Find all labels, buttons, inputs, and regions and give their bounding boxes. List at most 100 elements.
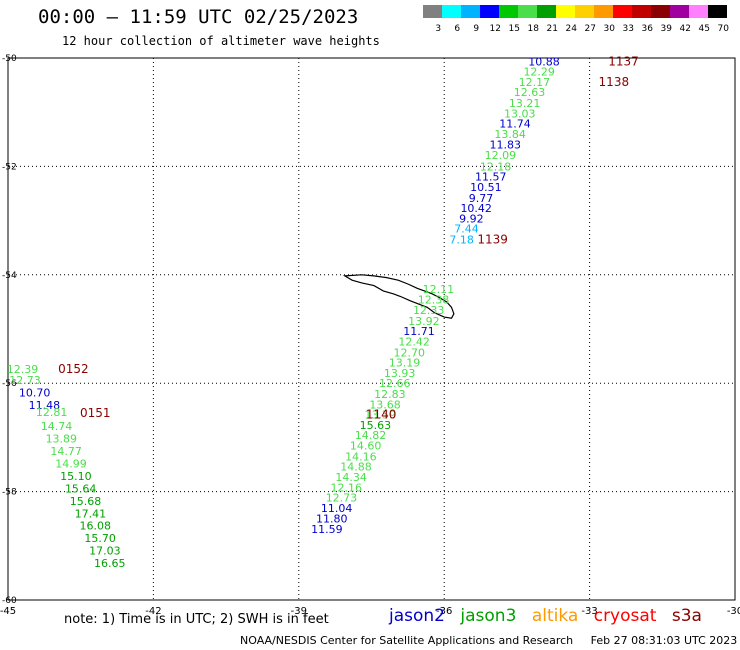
y-tick-label: -50 [2,54,17,64]
colorbar-label: 6 [454,24,460,33]
colorbar-swatch [613,5,632,18]
wave-height-label: 14.77 [50,445,82,458]
colorbar-label: 70 [717,24,729,33]
pass-time-label: 1139 [477,233,508,247]
x-tick-label: -42 [145,606,161,617]
footer-timestamp: Feb 27 08:31:03 UTC 2023 [590,634,738,647]
y-tick-label: -52 [2,162,17,172]
colorbar-label: 21 [546,24,557,33]
colorbar-swatch [575,5,594,18]
wave-height-label: 12.39 [7,363,39,376]
wave-height-label: 15.70 [84,532,116,545]
wave-height-label: 13.03 [504,107,536,120]
colorbar-label: 18 [527,24,539,33]
wave-height-label: 11.57 [475,171,507,184]
colorbar-swatch [594,5,613,18]
wave-height-label: 11.83 [490,139,522,152]
footer-org: NOAA/NESDIS Center for Satellite Applica… [240,634,574,647]
wave-height-label: 13.93 [384,367,416,380]
colorbar-swatch [537,5,556,18]
colorbar-swatch [708,5,727,18]
legend-s3a: s3a [671,606,702,626]
wave-height-label: 12.63 [514,86,546,99]
wave-height-label: 14.82 [355,429,387,442]
wave-height-label: 12.18 [480,160,512,173]
wave-height-label: 13.19 [389,357,421,370]
colorbar-label: 39 [660,24,672,33]
satellite-legend: jason2 jason3 altika cryosat s3a [389,606,712,626]
wave-height-label: 17.41 [75,507,107,520]
wave-height-label: 7.18 [449,234,474,247]
landmass-outline [342,274,455,319]
wave-height-label: 13.68 [369,398,401,411]
wave-height-label: 15.10 [60,470,92,483]
colorbar-label: 24 [565,24,577,33]
colorbar-swatch [651,5,670,18]
colorbar-swatch [556,5,575,18]
wave-height-label: 12.16 [331,481,363,494]
wave-height-label: 14.99 [55,457,87,470]
colorbar-swatch [499,5,518,18]
wave-height-label: 12.11 [423,283,455,296]
colorbar-swatch [632,5,651,18]
wave-height-label: 10.88 [528,55,560,68]
wave-height-label: 15.63 [360,419,392,432]
plot-frame [7,57,736,601]
wave-height-label: 12.70 [394,346,426,359]
wave-height-label: 13.92 [408,315,440,328]
x-tick-label: -30 [727,606,740,617]
colorbar-label: 45 [698,24,709,33]
legend-jason3: jason3 [460,606,517,626]
wave-height-label: 10.70 [19,386,51,399]
colorbar-swatch [423,5,442,18]
wave-height-label: 10.42 [460,202,492,215]
y-tick-label: -56 [2,379,17,389]
wave-height-label: 13.84 [494,128,526,141]
wave-height-label: 14.16 [345,450,377,463]
wave-height-label: 9.92 [459,212,484,225]
wave-height-label: 12.09 [485,149,517,162]
colorbar-swatch [461,5,480,18]
colorbar-swatch [518,5,537,18]
wave-height-label: 14.34 [335,471,367,484]
x-tick-label: -33 [581,606,597,617]
wave-height-label: 11.48 [29,399,61,412]
pass-time-label: 0152 [58,362,89,376]
wave-height-label: 16.08 [79,520,111,533]
wave-height-label: 11.80 [316,513,348,526]
wave-height-label: 16.65 [94,557,126,570]
page-title: 00:00 – 11:59 UTC 02/25/2023 [38,6,359,28]
wave-height-label: 14.88 [340,461,372,474]
wave-height-label: 12.38 [418,294,450,307]
wave-height-label: 17.03 [89,545,121,558]
wave-height-label: 11.04 [321,502,353,515]
wave-height-label: 12.33 [413,304,445,317]
pass-time-label: 1140 [366,408,397,422]
colorbar-label: 42 [679,24,690,33]
wave-height-label: 12.66 [379,377,411,390]
y-tick-label: -60 [2,596,17,606]
colorbar-swatch [689,5,708,18]
footer: NOAA/NESDIS Center for Satellite Applica… [240,634,737,647]
colorbar-swatch [442,5,461,18]
note-text: note: 1) Time is in UTC; 2) SWH is in fe… [64,612,329,627]
colorbar-label: 33 [622,24,633,33]
wave-height-label: 11.59 [311,523,343,536]
pass-time-label: 1137 [608,54,639,68]
colorbar-label: 15 [508,24,519,33]
legend-cryosat: cryosat [593,606,657,626]
colorbar-swatch [480,5,499,18]
wave-height-label: 11.71 [403,325,435,338]
wave-height-label: 12.42 [398,335,430,348]
x-tick-label: -39 [291,606,307,617]
wave-height-label: 15.68 [70,495,102,508]
colorbar-label: 36 [641,24,653,33]
page-subtitle: 12 hour collection of altimeter wave hei… [62,34,380,48]
wave-height-label: 10.51 [470,181,502,194]
wave-height-label: 15.64 [65,482,97,495]
colorbar-label: 12 [489,24,500,33]
colorbar-label: 30 [603,24,615,33]
wave-height-label: 7.44 [454,223,479,236]
